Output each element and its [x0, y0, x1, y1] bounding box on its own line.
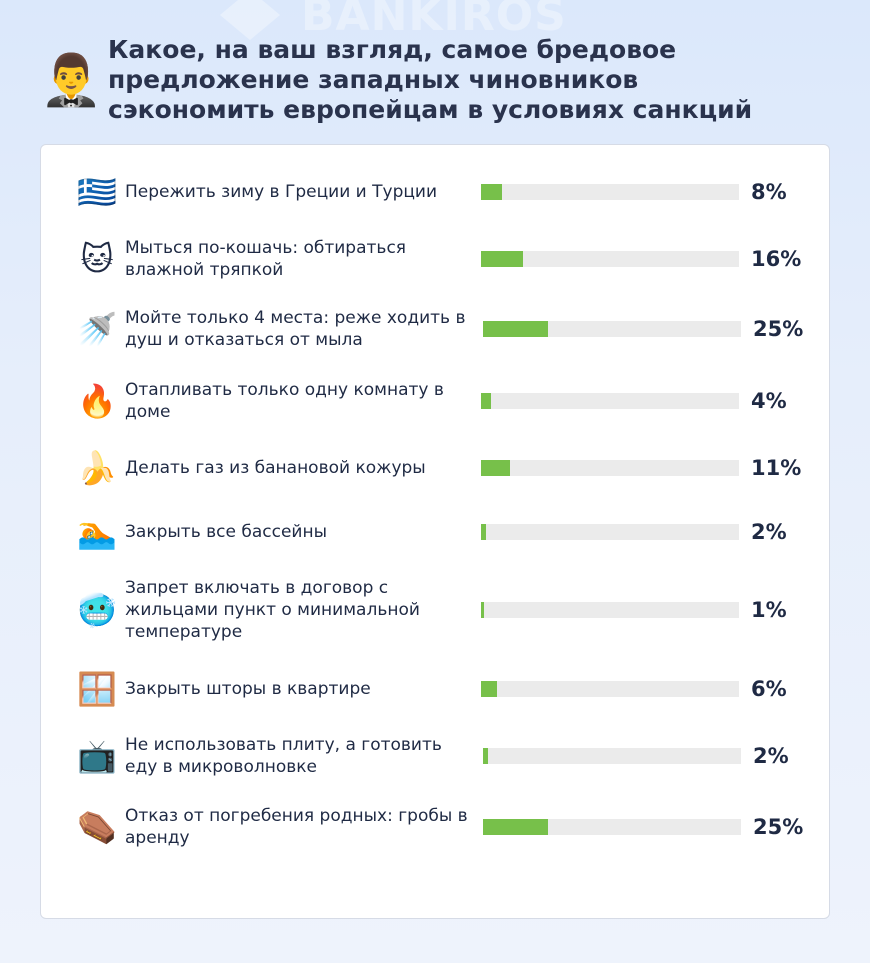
bar-track	[483, 819, 741, 835]
bar-track	[481, 681, 739, 697]
bar-value-label: 1%	[751, 598, 787, 622]
bar-value-label: 11%	[751, 456, 802, 480]
bar-fill	[483, 819, 548, 835]
bar-row: ⚰️ Отказ от погребения родных: гробы в ар…	[41, 797, 831, 857]
bar-fill	[483, 748, 488, 764]
bar-row: 📺 Не использовать плиту, а готовить еду в…	[41, 726, 831, 786]
window-icon: 🪟	[77, 671, 117, 707]
bar-track	[481, 393, 739, 409]
bar-value-label: 25%	[753, 317, 804, 341]
chart-card: 🇬🇷 Пережить зиму в Греции и Турции 8% 🐱 Мыть…	[40, 144, 830, 919]
bar-track	[481, 602, 739, 618]
bar-row: 🇬🇷 Пережить зиму в Греции и Турции 8%	[41, 162, 831, 222]
chart-header: 🤵‍♂️ Какое, на ваш взгляд, самое бредово…	[40, 30, 840, 130]
bar-value-label: 8%	[751, 180, 787, 204]
bankiros-watermark: BANKIROS	[215, 0, 665, 40]
bar-value-label: 16%	[751, 247, 802, 271]
bar-fill	[483, 321, 548, 337]
coffin-icon: ⚰️	[77, 809, 117, 845]
greece-flag-icon: 🇬🇷	[77, 174, 117, 210]
bar-track	[481, 460, 739, 476]
cold-face-icon: 🥶	[77, 592, 117, 628]
bar-fill	[481, 681, 497, 697]
bar-label: Закрыть все бассейны	[125, 522, 327, 542]
fire-icon: 🔥	[77, 383, 117, 419]
bar-label: Отапливать только одну комнату в доме	[125, 380, 444, 422]
bar-row: 🏊 Закрыть все бассейны 2%	[41, 502, 831, 562]
bar-value-label: 2%	[751, 520, 787, 544]
bar-row: 🪟 Закрыть шторы в квартире 6%	[41, 659, 831, 719]
bar-value-label: 4%	[751, 389, 787, 413]
microwave-icon: 📺	[77, 738, 117, 774]
chart-title: Какое, на ваш взгляд, самое бредовое пре…	[108, 35, 753, 124]
bar-fill	[481, 251, 523, 267]
bar-track	[481, 184, 739, 200]
bar-value-label: 25%	[753, 815, 804, 839]
bar-fill	[481, 602, 484, 618]
swimmer-icon: 🏊	[77, 514, 117, 550]
bar-label: Отказ от погребения родных: гробы в арен…	[125, 806, 468, 848]
bar-label: Мыться по-кошачь: обтираться влажной тря…	[125, 238, 407, 280]
bar-value-label: 2%	[753, 744, 789, 768]
bar-row: 🍌 Делать газ из банановой кожуры 11%	[41, 438, 831, 498]
bar-label: Не использовать плиту, а готовить еду в …	[125, 735, 442, 777]
watermark-text: BANKIROS	[301, 0, 567, 41]
bar-fill	[481, 184, 502, 200]
bar-value-label: 6%	[751, 677, 787, 701]
bar-track	[483, 748, 741, 764]
bar-track	[481, 524, 739, 540]
cat-face-icon: 🐱	[80, 241, 114, 277]
bar-row: 🔥 Отапливать только одну комнату в доме 4%	[41, 371, 831, 431]
bar-row: 🥶 Запрет включать в договор с жильцами пу…	[41, 578, 831, 642]
bar-track	[483, 321, 741, 337]
bar-label: Делать газ из банановой кожуры	[125, 458, 426, 478]
bar-label: Мойте только 4 места: реже ходить в душ …	[125, 308, 466, 350]
bar-label: Пережить зиму в Греции и Турции	[125, 182, 438, 202]
bankiros-logo-icon	[220, 0, 280, 40]
man-in-tuxedo-icon: 🤵‍♂️	[40, 52, 103, 108]
bar-label: Закрыть шторы в квартире	[125, 679, 371, 699]
bar-row: 🚿 Мойте только 4 места: реже ходить в душ…	[41, 299, 831, 359]
bar-row: 🐱 Мыться по-кошачь: обтираться влажной тр…	[41, 229, 831, 289]
banana-icon: 🍌	[77, 450, 117, 486]
bar-fill	[481, 460, 510, 476]
bar-fill	[481, 524, 486, 540]
bar-label: Запрет включать в договор с жильцами пун…	[125, 578, 420, 642]
shower-icon: 🚿	[77, 311, 117, 347]
bar-track	[481, 251, 739, 267]
bar-fill	[481, 393, 491, 409]
